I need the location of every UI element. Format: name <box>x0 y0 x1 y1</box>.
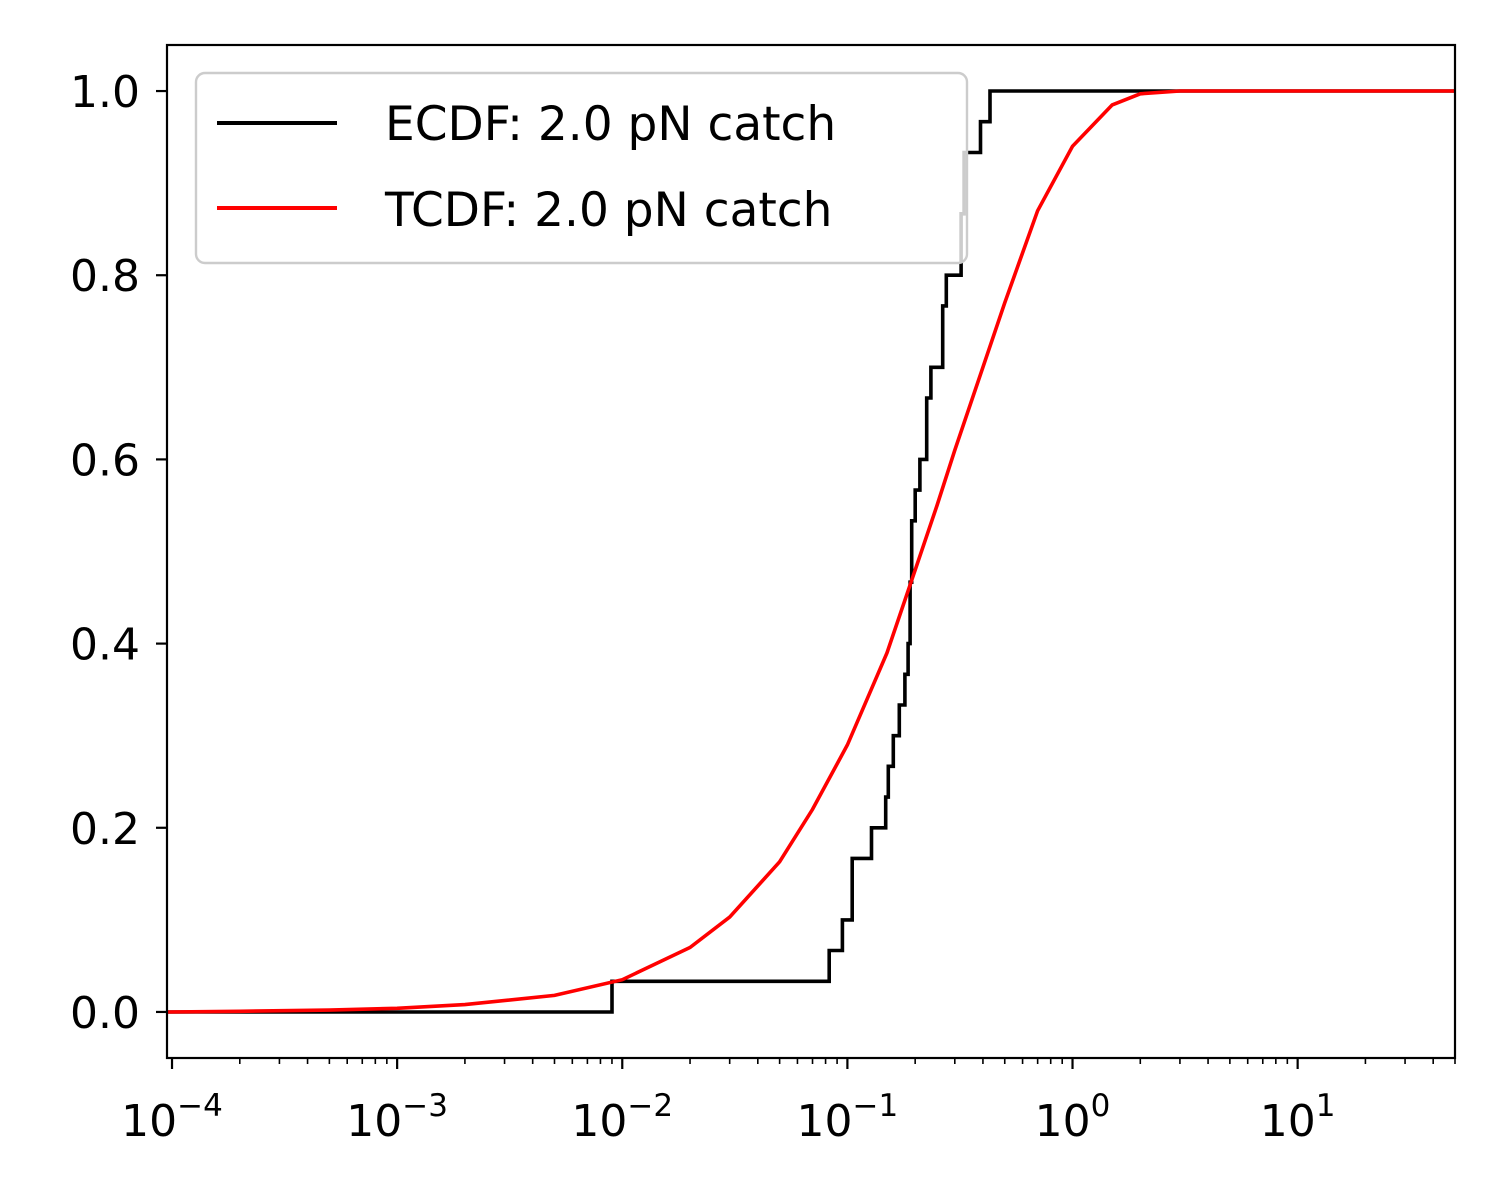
y-axis: 0.0 0.2 0.4 0.6 0.8 1.0 <box>70 67 167 1039</box>
tcdf-line <box>166 89 1455 1014</box>
y-tick-label: 1.0 <box>70 67 140 118</box>
ecdf-line <box>167 89 1455 1014</box>
x-tick-label: 10−2 <box>571 1088 673 1147</box>
x-tick-label: 10−3 <box>346 1088 448 1147</box>
legend: ECDF: 2.0 pN catch TCDF: 2.0 pN catch <box>194 71 969 265</box>
legend-box <box>194 71 969 265</box>
series-layer <box>166 89 1455 1014</box>
y-tick-label: 0.0 <box>70 988 140 1039</box>
x-tick-label: 10−4 <box>121 1088 223 1147</box>
x-tick-label: 101 <box>1260 1088 1336 1147</box>
legend-label-tcdf: TCDF: 2.0 pN catch <box>384 183 832 238</box>
legend-label-ecdf: ECDF: 2.0 pN catch <box>385 97 836 152</box>
plot-frame <box>165 43 1457 1060</box>
x-axis: 10−4 10−3 10−2 10−1 100 101 <box>121 1058 1456 1147</box>
y-tick-label: 0.4 <box>70 620 140 671</box>
y-tick-label: 0.6 <box>70 435 140 486</box>
x-tick-label: 10−1 <box>797 1088 899 1147</box>
y-tick-label: 0.2 <box>70 804 140 855</box>
x-tick-label: 100 <box>1035 1088 1111 1147</box>
y-tick-label: 0.8 <box>70 251 140 302</box>
